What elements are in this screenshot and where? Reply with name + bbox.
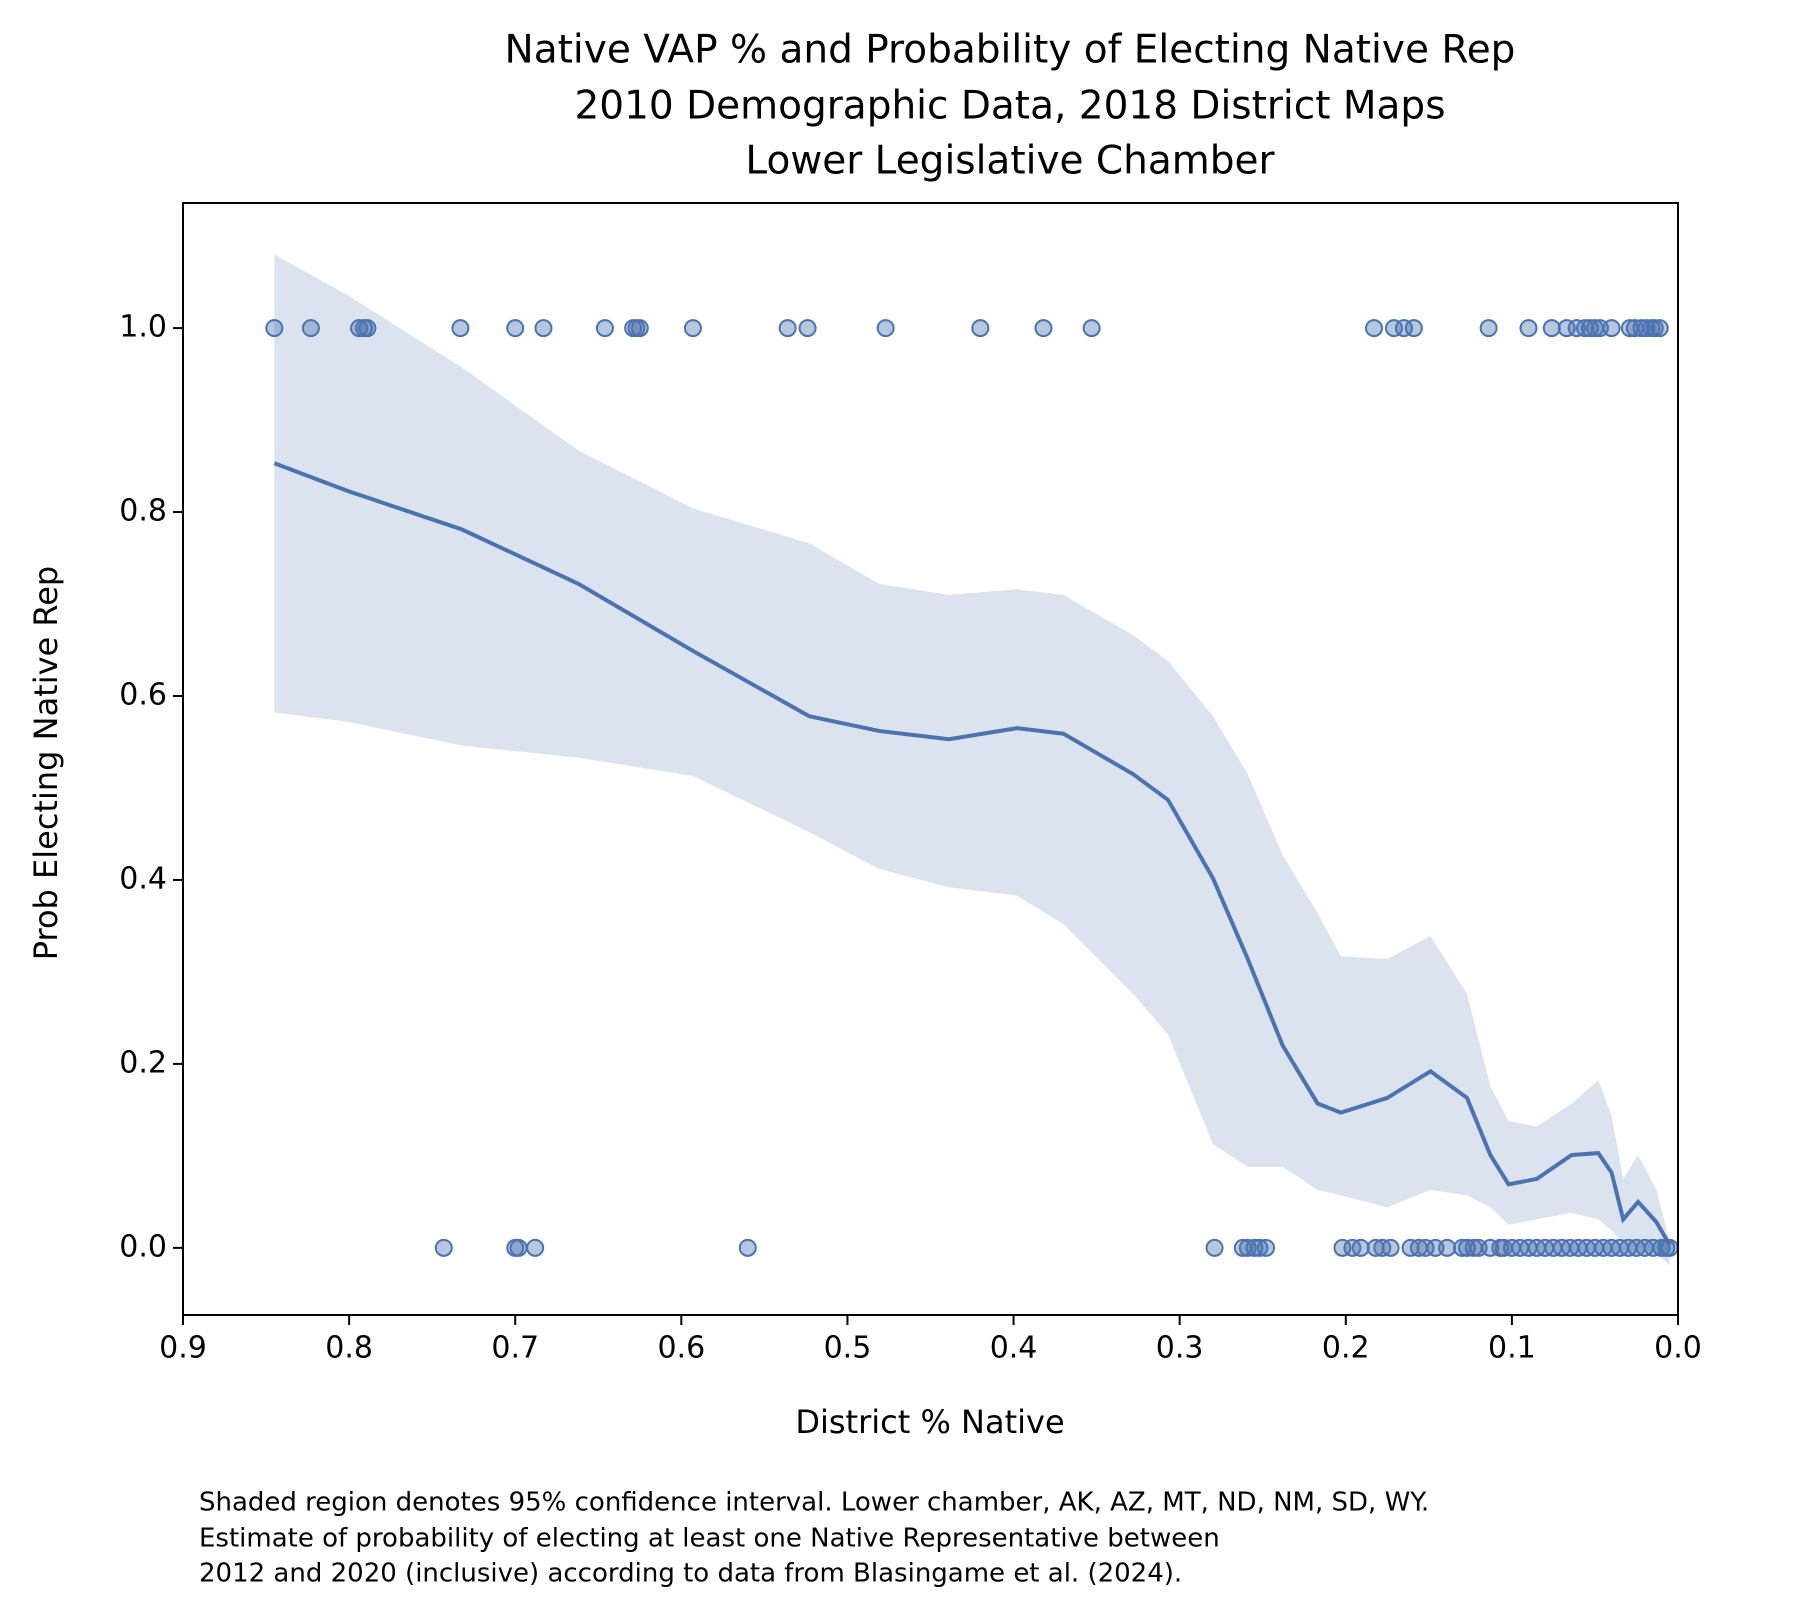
x-tick-label: 0.8 [325, 1331, 373, 1366]
data-point [1082, 319, 1101, 338]
plot-frame [182, 202, 1679, 1316]
data-point [876, 319, 895, 338]
y-tick-label: 0.6 [119, 677, 167, 712]
data-point [683, 319, 702, 338]
x-tick-label: 0.9 [159, 1331, 207, 1366]
y-tick-label: 0.8 [119, 494, 167, 529]
data-point [738, 1238, 757, 1257]
data-point [509, 1238, 528, 1257]
data-point [1034, 319, 1053, 338]
data-point [1645, 319, 1664, 338]
data-point [1519, 319, 1538, 338]
chart-title: 2010 Demographic Data, 2018 District Map… [574, 84, 1445, 129]
y-tick-label: 1.0 [119, 310, 167, 345]
data-point [1404, 319, 1423, 338]
x-tick-label: 0.4 [990, 1331, 1038, 1366]
data-point [1257, 1238, 1276, 1257]
footnote: Estimate of probability of electing at l… [199, 1524, 1220, 1554]
x-tick-label: 0.3 [1156, 1331, 1204, 1366]
data-point [1650, 319, 1669, 338]
footnote: Shaded region denotes 95% confidence int… [199, 1488, 1429, 1518]
y-tick-label: 0.0 [119, 1229, 167, 1264]
x-tick-label: 0.2 [1322, 1331, 1370, 1366]
data-point [1479, 319, 1498, 338]
footnote: 2012 and 2020 (inclusive) according to d… [199, 1559, 1182, 1589]
data-point [1365, 319, 1384, 338]
fit-line [273, 461, 1672, 1247]
data-point [1602, 319, 1621, 338]
data-point [358, 319, 377, 338]
chart-title: Lower Legislative Chamber [745, 139, 1275, 184]
data-point [301, 319, 320, 338]
data-point [1381, 1238, 1400, 1257]
data-point [798, 319, 817, 338]
data-point [1438, 1238, 1457, 1257]
y-tick-label: 0.2 [119, 1045, 167, 1080]
data-point [1205, 1238, 1224, 1257]
data-point [534, 319, 553, 338]
data-point [526, 1238, 545, 1257]
data-point [778, 319, 797, 338]
data-point [1366, 1238, 1385, 1257]
data-point [1542, 319, 1561, 338]
x-tick-label: 0.0 [1654, 1331, 1702, 1366]
x-tick-label: 0.6 [657, 1331, 705, 1366]
data-point [971, 319, 990, 338]
y-axis-label: Prob Electing Native Rep [27, 566, 65, 960]
data-point [595, 319, 614, 338]
confidence-band [274, 254, 1670, 1266]
x-axis-label: District % Native [795, 1403, 1064, 1441]
x-tick-label: 0.5 [824, 1331, 872, 1366]
data-point [630, 319, 649, 338]
data-point [265, 319, 284, 338]
data-point [451, 319, 470, 338]
y-tick-label: 0.4 [119, 861, 167, 896]
data-point [506, 319, 525, 338]
x-tick-label: 0.1 [1488, 1331, 1536, 1366]
data-point [1250, 1238, 1269, 1257]
x-tick-label: 0.7 [491, 1331, 539, 1366]
data-point [434, 1238, 453, 1257]
data-point [1351, 1238, 1370, 1257]
chart-title: Native VAP % and Probability of Electing… [505, 28, 1516, 73]
